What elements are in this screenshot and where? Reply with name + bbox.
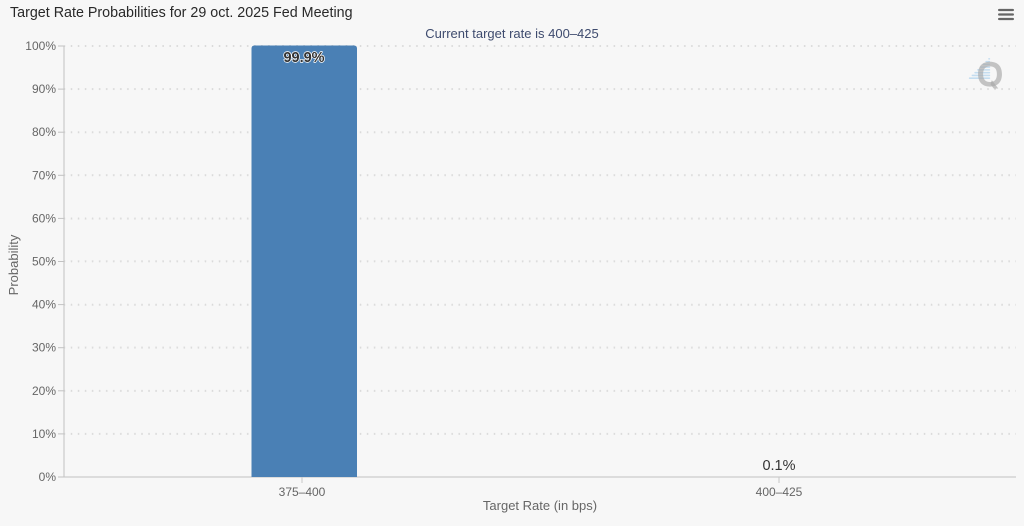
svg-text:Target Rate (in bps): Target Rate (in bps) — [483, 498, 597, 513]
svg-text:375–400: 375–400 — [279, 485, 326, 499]
svg-text:40%: 40% — [32, 298, 56, 312]
svg-text:100%: 100% — [25, 39, 56, 53]
svg-text:20%: 20% — [32, 384, 56, 398]
svg-text:90%: 90% — [32, 82, 56, 96]
svg-text:400–425: 400–425 — [756, 485, 803, 499]
svg-text:50%: 50% — [32, 255, 56, 269]
svg-text:99.9%: 99.9% — [283, 50, 324, 66]
svg-text:30%: 30% — [32, 341, 56, 355]
svg-text:Probability: Probability — [6, 234, 21, 295]
svg-text:0.1%: 0.1% — [762, 458, 795, 474]
svg-text:0%: 0% — [39, 470, 57, 484]
svg-text:60%: 60% — [32, 211, 56, 225]
svg-text:70%: 70% — [32, 168, 56, 182]
svg-text:10%: 10% — [32, 427, 56, 441]
svg-text:80%: 80% — [32, 125, 56, 139]
